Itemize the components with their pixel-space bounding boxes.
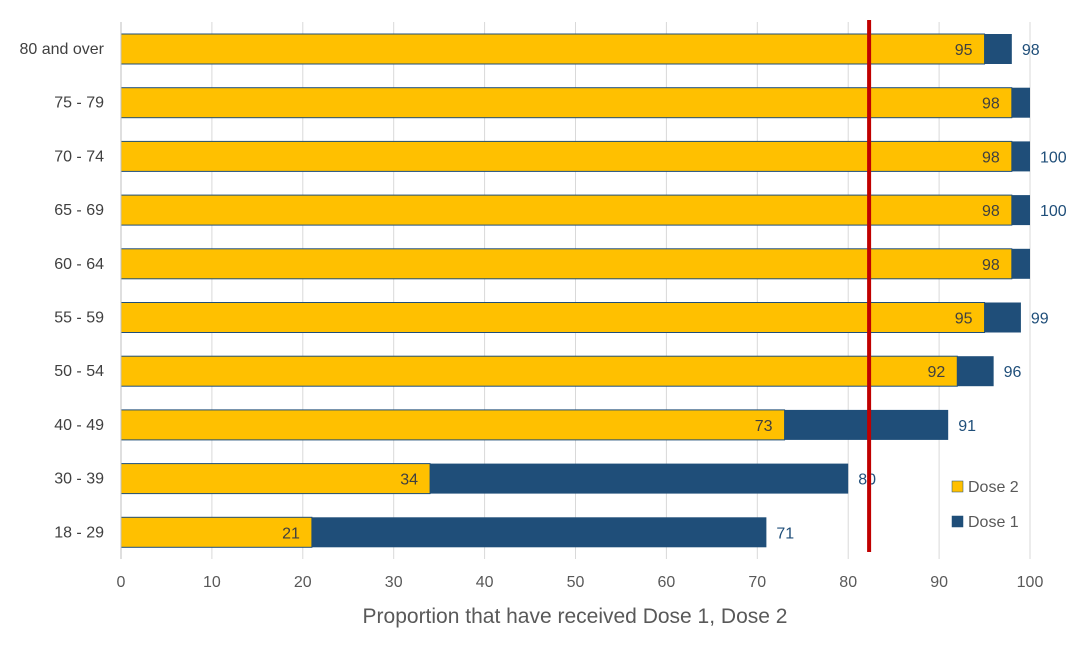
bar-dose-2 (120, 140, 1013, 172)
bar-dose-1 (957, 356, 994, 387)
bar-dose-2 (120, 463, 431, 495)
data-label-dose-1: 91 (958, 418, 976, 435)
x-tick-label: 90 (930, 574, 948, 591)
x-axis-title: Proportion that have received Dose 1, Do… (363, 605, 788, 628)
bar-dose-2 (120, 409, 786, 441)
data-label-dose-1: 100 (1040, 203, 1067, 220)
legend-label: Dose 2 (968, 479, 1019, 496)
data-label-dose-1: 96 (1004, 364, 1022, 381)
bar-dose-1 (1011, 248, 1030, 279)
data-label-dose-2: 92 (927, 364, 945, 381)
x-tick-label: 80 (839, 574, 857, 591)
data-label-dose-1: 100 (1040, 149, 1067, 166)
category-label: 50 - 54 (54, 363, 104, 380)
category-label: 55 - 59 (54, 310, 104, 327)
axes: 0 10 20 30 40 50 60 70 80 90 100 80 and over 75 - 79… (19, 22, 1043, 591)
data-label-dose-2: 95 (955, 42, 973, 59)
legend: Dose 2 Dose 1 (951, 479, 1019, 531)
bar-dose-2 (120, 302, 986, 333)
bar-dose-1 (311, 517, 767, 548)
x-tick-label: 100 (1017, 574, 1044, 591)
bar-dose-2 (120, 33, 986, 65)
legend-swatch (951, 480, 964, 493)
data-label-dose-1: 98 (1022, 42, 1040, 59)
x-tick-label: 40 (476, 574, 494, 591)
category-label: 80 and over (19, 41, 104, 58)
bars (120, 33, 1030, 548)
data-label-dose-2: 34 (400, 472, 418, 489)
data-label-dose-2: 98 (982, 257, 1000, 274)
x-tick-label: 10 (203, 574, 221, 591)
data-label-dose-1: 71 (776, 525, 794, 542)
data-label-dose-2: 98 (982, 96, 1000, 113)
bar-dose-1 (984, 34, 1012, 64)
x-tick-label: 30 (385, 574, 403, 591)
bar-dose-2 (120, 87, 1013, 119)
bar-dose-2 (120, 248, 1013, 280)
bar-dose-1 (1011, 87, 1030, 118)
bar-dose-1 (430, 463, 849, 494)
x-tick-label: 60 (658, 574, 676, 591)
bar-dose-1 (1011, 141, 1030, 172)
bar-dose-1 (784, 409, 949, 440)
category-label: 75 - 79 (54, 95, 104, 112)
data-label-dose-1: 99 (1031, 311, 1049, 328)
category-label: 40 - 49 (54, 417, 104, 434)
data-label-dose-2: 98 (982, 203, 1000, 220)
x-tick-label: 0 (117, 574, 126, 591)
legend-swatch (951, 515, 964, 528)
bar-dose-1 (1011, 195, 1030, 226)
category-label: 18 - 29 (54, 524, 104, 541)
data-label-dose-2: 21 (282, 525, 300, 542)
data-label-dose-2: 98 (982, 149, 1000, 166)
x-tick-label: 50 (567, 574, 585, 591)
category-label: 70 - 74 (54, 148, 104, 165)
category-label: 30 - 39 (54, 471, 104, 488)
data-label-dose-2: 73 (755, 418, 773, 435)
x-tick-label: 20 (294, 574, 312, 591)
category-label: 60 - 64 (54, 256, 104, 273)
category-label: 65 - 69 (54, 202, 104, 219)
data-label-dose-2: 95 (955, 311, 973, 328)
x-tick-label: 70 (748, 574, 766, 591)
bar-dose-1 (984, 302, 1021, 333)
bar-dose-2 (120, 194, 1013, 226)
legend-label: Dose 1 (968, 514, 1019, 531)
bar-dose-2 (120, 355, 958, 387)
